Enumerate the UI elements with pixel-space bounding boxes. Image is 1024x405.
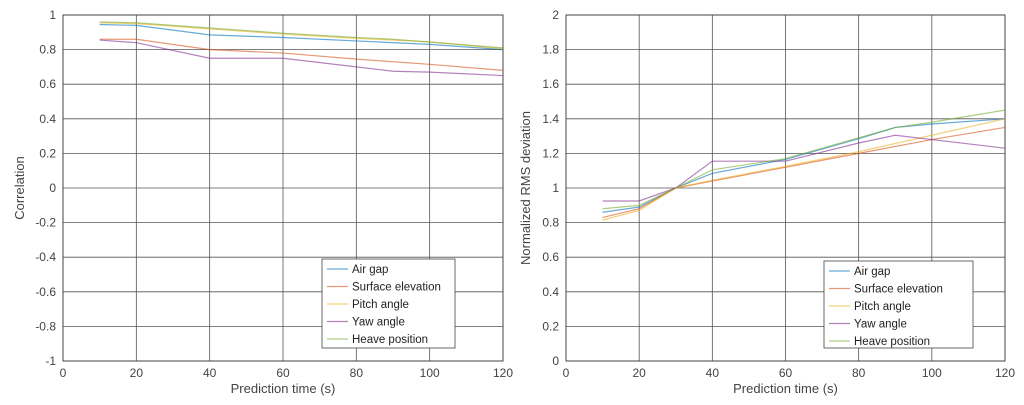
y-tick-label: -0.2 [35,216,56,230]
axes-box [565,14,1006,362]
y-tick-label: 1 [552,181,559,195]
legend-entry: Pitch angle [854,301,911,313]
chart-1: 0 20 40 60 80 100 120 -1 -0.8 -0.6 -0.4 -0.2 0 0.2 0.4… [12,8,513,396]
legend-entry: Heave position [352,334,428,346]
x-tick-label: 120 [493,366,513,380]
y-tick-label: 0 [49,181,56,195]
series-line-surface-elevation [602,126,1006,218]
x-tick-label: 40 [203,366,217,380]
y-tick-label: 1.6 [542,77,559,91]
x-tick-label: 80 [350,366,364,380]
series-line-heave-position [602,109,1006,210]
chart-2: 0 20 40 60 80 100 120 0 0.2 0.4 0.6 0.8 1 1.2 1.4 1.6 1.… [518,8,1015,396]
x-tick-label: 0 [563,366,570,380]
y-tick-label: 1.8 [542,43,559,57]
y-tick-label: 2 [552,8,559,22]
series-line-pitch-angle [602,118,1006,221]
legend-entry: Air gap [352,264,388,276]
y-tick-label: 0.2 [39,146,56,160]
y-tick-label: 0.4 [542,285,559,299]
y-tick-label: 0.2 [542,319,559,333]
legend-entry: Yaw angle [352,317,405,329]
y-tick-label: 0.4 [39,112,56,126]
x-tick-label: 20 [130,366,144,380]
y-tick-label: -1 [45,354,56,368]
legend-entry: Heave position [854,336,930,348]
legend: Air gap Surface elevation Pitch angle Yaw a… [321,258,456,349]
x-tick-label: 20 [632,366,646,380]
y-tick-label: -0.4 [35,250,56,264]
y-tick-label: 1.2 [542,146,559,160]
x-tick-label: 60 [779,366,793,380]
y-tick-label: -0.6 [35,285,56,299]
x-tick-label: 100 [922,366,942,380]
x-tick-label: 40 [706,366,720,380]
series-line-air-gap [602,118,1006,213]
y-tick-label: 0.8 [542,216,559,230]
axes-box [62,14,504,362]
legend-box [823,260,974,349]
series-line-yaw-angle [602,134,1006,202]
y-tick-label: 0.6 [542,250,559,264]
legend-entry: Surface elevation [352,282,441,294]
x-tick-label: 0 [60,366,67,380]
y-tick-label: 0.8 [39,43,56,57]
series-line-yaw-angle [99,39,504,77]
legend-entry: Air gap [854,266,890,278]
x-tick-label: 80 [852,366,866,380]
legend-entry: Yaw angle [854,319,907,331]
x-tick-label: 100 [420,366,440,380]
y-axis-label: Normalized RMS deviation [518,111,533,265]
x-tick-label: 60 [276,366,290,380]
y-tick-label: 1 [49,8,56,22]
legend: Air gap Surface elevation Pitch angle Yaw a… [823,260,974,349]
y-axis-label: Correlation [12,156,27,220]
series-line-heave-position [99,21,504,49]
legend-entry: Surface elevation [854,284,943,296]
x-axis-label: Prediction time (s) [231,381,336,396]
x-tick-label: 120 [995,366,1015,380]
series-line-air-gap [99,23,504,51]
x-axis-label: Prediction time (s) [733,381,838,396]
y-tick-label: 1.4 [542,112,559,126]
y-tick-label: -0.8 [35,319,56,333]
legend-entry: Pitch angle [352,299,409,311]
y-tick-label: 0 [552,354,559,368]
series-line-surface-elevation [99,38,504,71]
y-tick-label: 0.6 [39,77,56,91]
